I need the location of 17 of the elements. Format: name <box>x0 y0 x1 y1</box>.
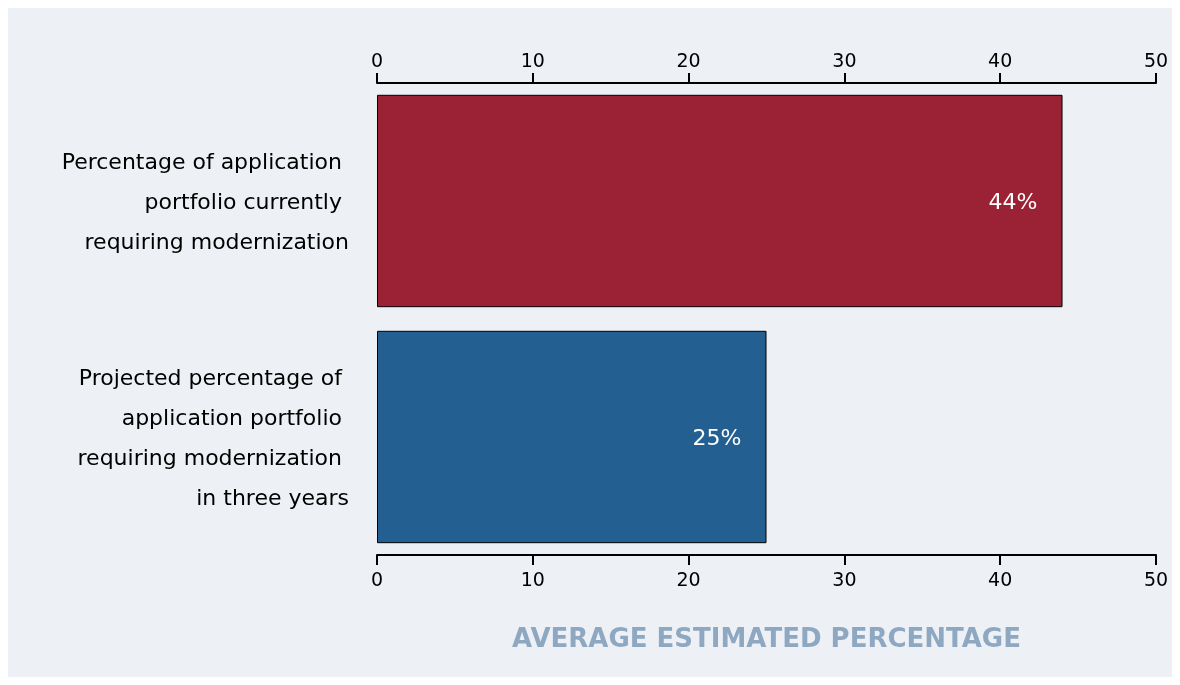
x-tick-label: 20 <box>676 567 701 590</box>
x2-tick-label: 30 <box>832 48 857 71</box>
y-tick-label: Percentage of application portfolio currently requiring modernization <box>61 148 349 254</box>
x-tick-label: 30 <box>832 567 857 590</box>
x-tick-label: 0 <box>370 567 384 590</box>
x2-tick-label: 10 <box>520 48 545 71</box>
data-label: 25% <box>692 424 742 450</box>
x2-tick-label: 40 <box>988 48 1013 71</box>
x-tick-label: 10 <box>520 567 545 590</box>
x2-tick-label: 50 <box>1143 48 1169 71</box>
x-axis-title: AVERAGE ESTIMATED PERCENTAGE <box>512 623 1021 653</box>
data-label: 44% <box>988 188 1038 214</box>
x2-tick-label: 20 <box>676 48 701 71</box>
x2-tick-label: 0 <box>370 48 384 71</box>
y-tick-label: Projected percentage of application portfolio requiring modernization in three years <box>77 364 349 510</box>
x-tick-label: 50 <box>1143 567 1169 590</box>
x-tick-label: 40 <box>988 567 1013 590</box>
